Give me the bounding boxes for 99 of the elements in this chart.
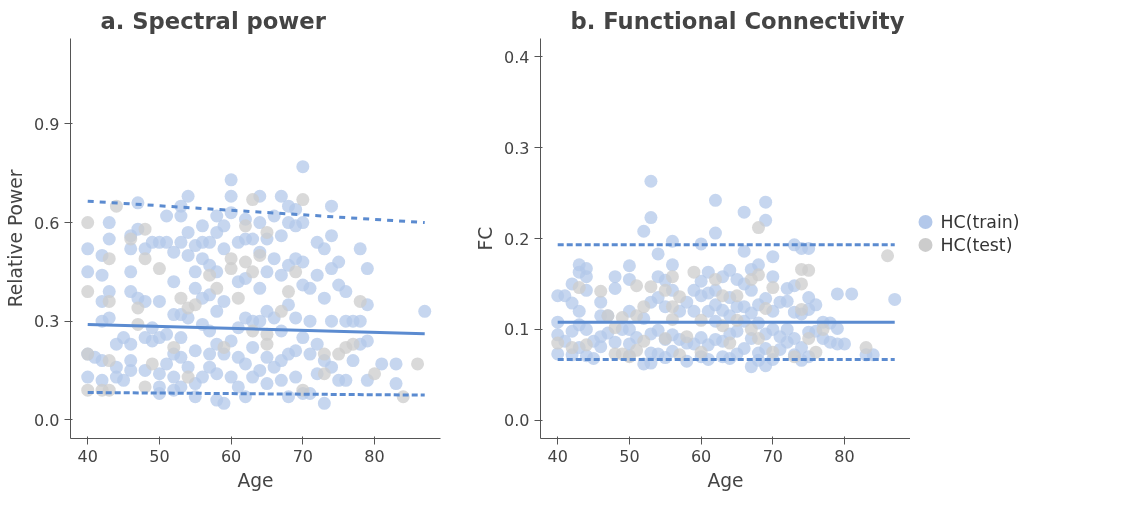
y-tick-label: 0.0 <box>34 410 60 430</box>
y-tick-label: 0.1 <box>504 320 530 340</box>
point <box>630 343 644 357</box>
chart-title: a. Spectral power <box>100 7 327 34</box>
point <box>802 263 816 277</box>
point <box>231 291 245 305</box>
x-tick-label: 50 <box>149 446 170 466</box>
point <box>751 268 765 282</box>
point <box>859 341 873 355</box>
point <box>665 300 679 314</box>
point <box>665 270 679 284</box>
point <box>246 265 260 279</box>
x-tick-label: 70 <box>762 446 784 466</box>
point <box>238 219 252 233</box>
point <box>281 285 295 299</box>
x-tick-label: 80 <box>364 446 385 466</box>
y-tick-label: 0.0 <box>504 411 530 431</box>
y-tick-label: 0.4 <box>504 47 530 67</box>
point <box>795 302 809 316</box>
point <box>296 193 310 207</box>
point <box>816 322 830 336</box>
legend-label: HC(train) <box>940 211 1020 232</box>
point <box>881 249 895 263</box>
point <box>694 345 708 359</box>
point <box>188 298 202 312</box>
point <box>217 340 231 354</box>
point <box>751 332 765 345</box>
point <box>723 336 737 350</box>
legend-label: HC(test) <box>940 234 1013 255</box>
point <box>317 367 331 381</box>
point <box>644 280 658 294</box>
point <box>353 294 367 308</box>
point <box>138 252 152 266</box>
point <box>630 309 644 323</box>
point <box>637 300 651 314</box>
point <box>687 265 701 279</box>
chart-title: b. Functional Connectivity <box>570 7 905 34</box>
point <box>238 255 252 269</box>
point <box>138 222 152 236</box>
point <box>680 330 694 344</box>
point <box>210 281 224 295</box>
y-tick-label: 0.9 <box>34 114 60 134</box>
point <box>766 281 780 295</box>
x-axis-title: Age <box>707 469 744 491</box>
point <box>152 262 166 276</box>
x-tick-label: 40 <box>547 446 568 466</box>
point <box>795 277 809 291</box>
y-axis-title: Relative Power <box>5 169 27 308</box>
point <box>673 290 687 304</box>
point <box>759 302 773 315</box>
point <box>579 338 593 352</box>
point <box>368 367 382 381</box>
point <box>260 337 274 351</box>
point <box>174 291 188 305</box>
point <box>289 265 303 279</box>
point <box>102 294 116 308</box>
x-tick-label: 60 <box>690 446 712 466</box>
y-tick-label: 0.3 <box>504 138 530 158</box>
point <box>572 281 586 295</box>
x-tick-label: 80 <box>834 446 855 466</box>
point <box>744 322 758 336</box>
y-tick-label: 0.2 <box>504 229 530 249</box>
point <box>246 193 260 207</box>
point <box>766 345 780 359</box>
x-tick-label: 50 <box>619 446 640 466</box>
point <box>81 216 95 230</box>
point <box>630 279 644 293</box>
point <box>81 285 95 299</box>
point <box>658 283 672 297</box>
point <box>751 221 765 235</box>
y-tick-label: 0.6 <box>34 213 60 233</box>
point <box>809 345 823 359</box>
x-tick-label: 60 <box>220 446 242 466</box>
x-axis-title: Age <box>237 469 274 491</box>
point <box>102 252 116 266</box>
point <box>167 340 181 354</box>
point <box>594 284 608 298</box>
point <box>411 357 425 371</box>
point <box>730 289 744 303</box>
x-tick-label: 40 <box>77 446 98 466</box>
point <box>565 341 579 355</box>
point <box>716 289 730 303</box>
point <box>203 268 217 282</box>
point <box>131 301 145 315</box>
point <box>260 225 274 239</box>
point <box>802 332 816 345</box>
point <box>708 272 722 286</box>
x-tick-label: 70 <box>292 446 314 466</box>
point <box>551 336 565 350</box>
point <box>274 304 288 318</box>
point <box>637 334 651 348</box>
point <box>224 262 238 276</box>
point <box>145 357 159 371</box>
point <box>181 370 195 384</box>
point <box>346 337 360 351</box>
point <box>317 347 331 361</box>
point <box>102 354 116 368</box>
y-axis-title: FC <box>475 226 497 251</box>
y-tick-label: 0.3 <box>34 312 60 332</box>
